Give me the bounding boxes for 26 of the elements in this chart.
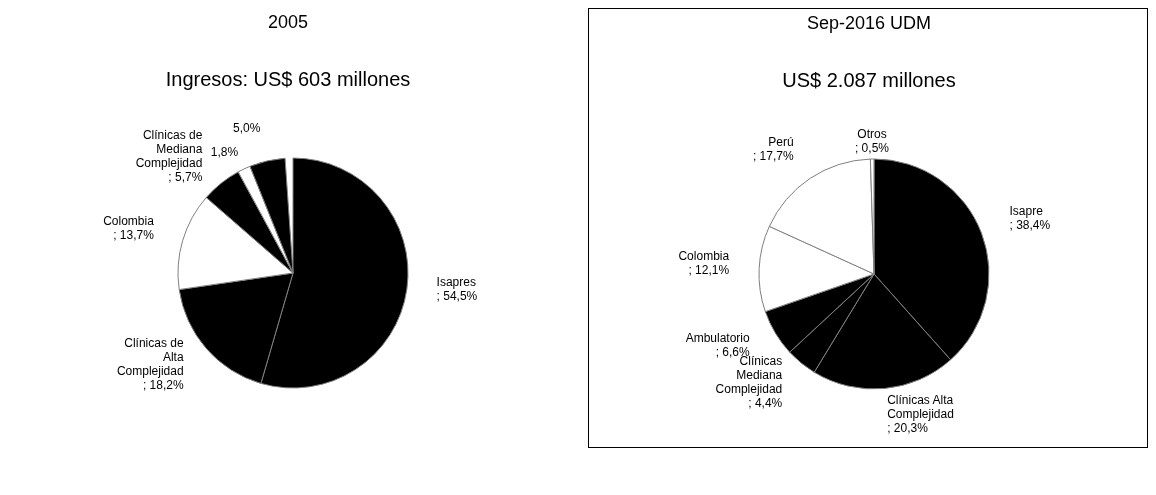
data-label: ; 13,7% — [113, 228, 155, 243]
slice-label: Colombia — [678, 249, 730, 264]
slice-label: Clínicas de Mediana Complejidad — [135, 127, 203, 170]
slice-label: Otros — [857, 127, 887, 142]
slice-label: Isapres — [436, 275, 476, 290]
data-label: 1,8% — [210, 145, 239, 160]
slice-label: Isapre — [1009, 204, 1044, 219]
data-label: ; 20,3% — [887, 421, 929, 436]
slice-label: Ambulatorio — [685, 330, 750, 345]
slice-label: Perú — [768, 135, 794, 150]
chart-subtitle: Ingresos: US$ 603 millones — [164, 68, 412, 91]
data-label: 5,0% — [233, 120, 261, 135]
data-label: ; 38,4% — [1009, 218, 1051, 233]
chart-title: Sep-2016 UDM — [805, 13, 933, 34]
data-label: ; 0,5% — [854, 141, 890, 156]
slice-label: Clínicas de Alta Complejidad — [116, 336, 184, 379]
data-label: ; 12,1% — [688, 263, 730, 278]
slice-label: Colombia — [103, 214, 155, 229]
slice-label: Clínicas Alta Complejidad — [887, 393, 954, 422]
data-label: ; 18,2% — [142, 378, 184, 393]
data-label: ; 4,4% — [748, 396, 783, 411]
data-label: ; 5,7% — [168, 169, 203, 184]
data-label: ; 17,7% — [752, 149, 794, 164]
data-label: ; 54,5% — [436, 289, 478, 304]
chart-title: 2005 — [266, 12, 309, 33]
chart-subtitle: US$ 2.087 millones — [781, 69, 957, 92]
